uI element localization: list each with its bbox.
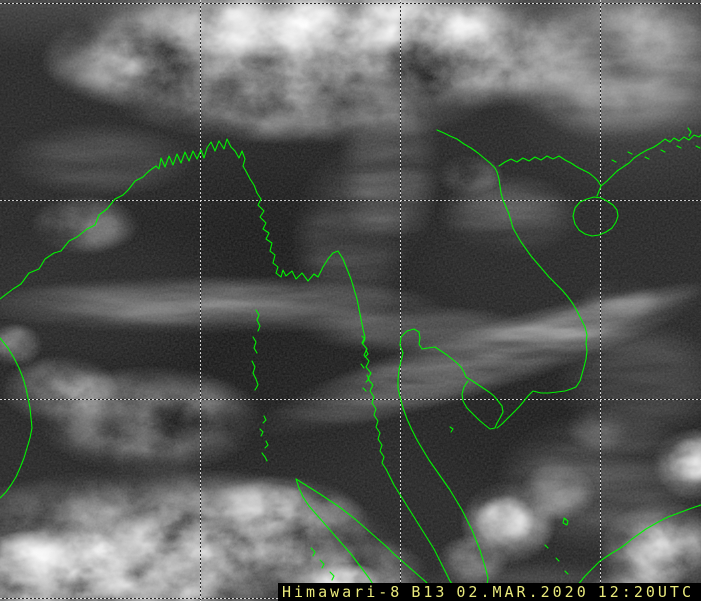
coast-vietnam <box>436 129 588 429</box>
islands-china-coast <box>611 127 701 163</box>
islands-myeik <box>360 335 370 392</box>
islands-andaman <box>251 309 261 391</box>
coast-gulf-of-thailand <box>399 328 504 430</box>
time-label: 12:20UTC <box>597 583 694 601</box>
coast-tonkin <box>498 155 602 197</box>
islands-nicobar <box>259 415 269 462</box>
date-label: 02.MAR.2020 <box>456 583 589 601</box>
coast-south-china <box>600 134 701 187</box>
status-bar: Himawari-8 B13 02.MAR.2020 12:20UTC <box>278 583 701 601</box>
coast-hainan <box>572 196 619 237</box>
coast-sumatra-southwest <box>295 478 384 601</box>
coastline-overlay <box>0 127 701 601</box>
coast-sumatra-northeast <box>295 478 447 601</box>
satellite-name: Himawari-8 <box>282 583 403 601</box>
band-label: B13 <box>411 583 448 601</box>
islands-gulf <box>449 426 569 595</box>
coast-india-south <box>0 337 33 499</box>
coast-india-myanmar-malaya <box>0 138 456 589</box>
coast-borneo <box>568 504 701 601</box>
